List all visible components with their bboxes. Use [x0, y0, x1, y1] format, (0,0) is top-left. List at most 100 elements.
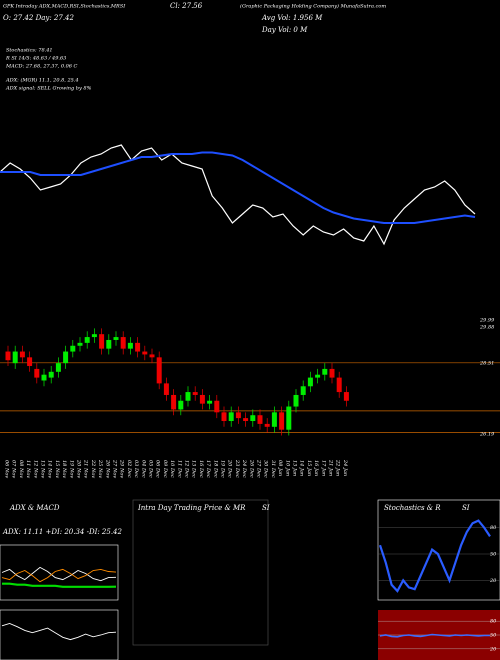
- panel-title-right: SI: [262, 504, 270, 512]
- date-label: 08 Jan: [277, 460, 283, 476]
- y-tick-label: 20: [489, 578, 497, 584]
- candle-body: [307, 377, 313, 387]
- y-tick-label: 20: [489, 646, 497, 652]
- date-label: 11 Nov: [25, 460, 31, 478]
- date-label: 05 Dec: [148, 460, 154, 478]
- date-label: 17 Jan: [320, 460, 326, 476]
- date-label: 06 Nov: [4, 460, 10, 478]
- date-label: 19 Nov: [68, 460, 74, 478]
- candle-body: [286, 406, 292, 430]
- stat: Stochastics: 78.41: [6, 48, 53, 54]
- y-tick-label: 50: [490, 633, 497, 639]
- candle-body: [113, 337, 119, 340]
- date-label: 20 Dec: [227, 459, 233, 478]
- candle-body: [135, 342, 141, 352]
- date-label: 04 Dec: [140, 460, 146, 478]
- header-left: GPK Intraday ADX,MACD,RSI,Stochastics,MR…: [3, 4, 126, 10]
- date-label: 09 Dec: [162, 460, 168, 478]
- stoch-line: [378, 519, 491, 593]
- y-tick-label: 50: [490, 552, 497, 558]
- date-label: 16 Jan: [313, 460, 319, 476]
- candle-body: [336, 377, 342, 393]
- date-label: 16 Dec: [198, 460, 204, 478]
- candle-body: [70, 345, 76, 352]
- date-label: 30 Dec: [263, 460, 269, 478]
- candle-body: [178, 400, 184, 410]
- candle-body: [214, 400, 220, 413]
- date-label: 23 Dec: [234, 459, 240, 478]
- candle-body: [207, 400, 213, 404]
- date-label: 12 Nov: [32, 460, 38, 478]
- candle-body: [192, 392, 198, 395]
- date-label: 19 Dec: [220, 460, 226, 478]
- line-1: [0, 151, 476, 224]
- date-label: 24 Jan: [342, 459, 348, 476]
- date-label: 08 Nov: [18, 460, 24, 478]
- macd-line: [1, 623, 117, 641]
- date-label: 26 Nov: [104, 459, 110, 478]
- candle-body: [257, 415, 263, 424]
- date-label: 13 Jan: [292, 460, 298, 476]
- panel-title: ADX & MACD: [9, 504, 60, 512]
- candle-body: [99, 334, 105, 349]
- date-label: 20 Nov: [76, 459, 82, 478]
- candle-body: [63, 351, 69, 364]
- price-label: 29.88: [479, 325, 494, 331]
- date-label: 11 Dec: [176, 460, 182, 478]
- y-tick-label: 80: [490, 619, 497, 625]
- line-0: [0, 144, 476, 246]
- header-open: O: 27.42 Day: 27.42: [3, 14, 74, 22]
- header-company: (Graphic Packaging Holding Company) Muna…: [240, 3, 386, 10]
- date-label: 18 Nov: [61, 460, 67, 478]
- date-label: 10 Dec: [169, 460, 175, 478]
- panel-title: Stochastics & R: [384, 504, 441, 512]
- date-label: 15 Nov: [54, 460, 60, 478]
- date-label: 17 Dec: [205, 460, 211, 478]
- date-label: 13 Nov: [40, 460, 46, 478]
- candle-body: [55, 363, 61, 372]
- candle-body: [48, 371, 54, 378]
- stat: MACD: 27.68, 27.37, 0.06 C: [5, 64, 78, 70]
- date-label: 02 Dec: [126, 460, 132, 478]
- candle-body: [221, 412, 227, 422]
- candle-body: [127, 342, 133, 349]
- candle-body: [12, 351, 18, 364]
- intraday-frame: [132, 499, 269, 646]
- stoch-frame: [377, 499, 500, 601]
- date-label: 12 Dec: [184, 460, 190, 478]
- candle-body: [156, 357, 162, 384]
- header-close: Cl: 27.56: [170, 2, 203, 10]
- adx-line: [2, 582, 117, 588]
- rsi-line: [379, 633, 490, 638]
- date-label: 27 Dec: [256, 459, 262, 478]
- candle-body: [329, 368, 335, 378]
- date-label: 26 Dec: [248, 459, 254, 478]
- date-label: 22 Jan: [335, 459, 341, 476]
- avg-vol: Avg Vol: 1.956 M: [261, 14, 323, 22]
- candle-body: [235, 412, 241, 419]
- date-label: 06 Dec: [155, 460, 161, 478]
- macd-frame: [0, 609, 119, 660]
- candle-body: [322, 368, 328, 375]
- panel-title-right: SI: [462, 504, 470, 512]
- candle-body: [243, 418, 249, 422]
- date-label: 07 Nov: [11, 460, 17, 478]
- candle-body: [91, 334, 97, 338]
- adx-frame: [0, 544, 119, 601]
- candle-body: [5, 351, 11, 361]
- stat: ADX signal: SELL Growing by 8%: [5, 86, 92, 92]
- candle-body: [264, 423, 270, 427]
- candle-body: [228, 412, 234, 422]
- candle-body: [120, 337, 126, 349]
- candle-body: [84, 337, 90, 343]
- candle-body: [185, 392, 191, 401]
- candle-body: [300, 386, 306, 395]
- candle-body: [343, 392, 349, 401]
- adx-line: [1, 566, 117, 582]
- candle-body: [34, 368, 40, 378]
- date-label: 22 Nov: [90, 459, 96, 478]
- panel-subtitle: ADX: 11.11 +DI: 20.34 -DI: 25.42: [2, 528, 123, 536]
- y-tick-label: 80: [490, 525, 497, 531]
- date-label: 03 Dec: [133, 460, 139, 478]
